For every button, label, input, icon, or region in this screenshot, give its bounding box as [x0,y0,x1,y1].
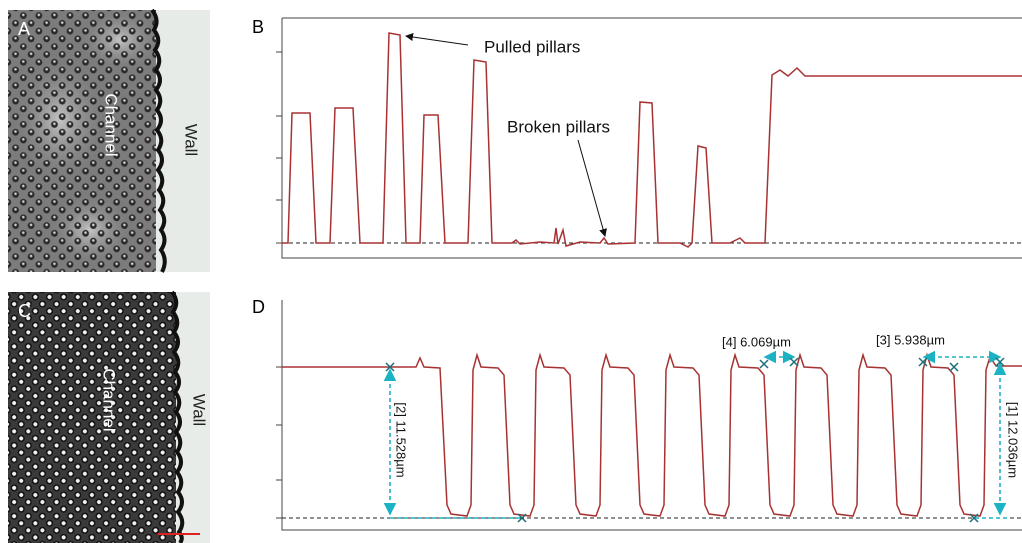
profile-b: B Pulled pillars Broken pillars [252,17,1022,259]
channel-label: Channel [102,93,121,156]
panel-label: B [252,17,264,37]
wall-label: Wall [190,394,209,426]
annotation: Pulled pillars [484,37,580,56]
annotation: Broken pillars [507,117,610,136]
panel-label: A [18,19,30,39]
wall-label: Wall [182,124,201,156]
measurement: [4] 6.069µm [722,334,791,349]
panel-label: C [18,301,31,321]
micrograph-c: C Channel Wall [8,290,210,543]
measurement: [3] 5.938µm [876,332,945,347]
micrograph-a: A Channel Wall [8,8,210,273]
panel-label: D [252,297,265,317]
measurement: [2] 11.528µm [394,402,409,477]
channel-label: Channel [100,368,119,431]
profile-d: D [4] 6.069µm [3] 5.938µm [2] 11.528µm [… [252,297,1022,531]
measurement: [1] 12.036µm [1006,402,1021,478]
